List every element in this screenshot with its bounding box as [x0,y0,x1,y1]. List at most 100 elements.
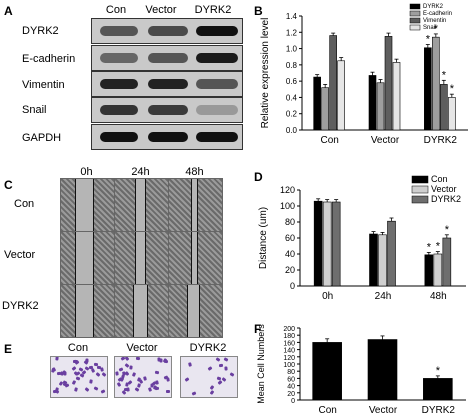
y-tick-label: 20 [287,391,295,398]
cell-dot [74,360,80,365]
bar [376,82,385,131]
y-tick-label: 0.6 [286,77,298,86]
cell-dot [71,380,77,385]
legend-swatch [409,17,421,24]
wound-row-label: Vector [4,249,36,261]
significance-marker: * [426,34,431,46]
legend-label: DYRK2 [423,4,444,10]
wound-image [60,231,115,285]
blot-strip [91,18,243,44]
cell-dot [218,363,224,368]
wound-image [114,284,169,338]
panel-label-c: C [4,178,13,192]
blot-row-label: DYRK2 [22,25,59,37]
wound-column-label: 0h [80,166,93,178]
cell-dot [96,365,102,370]
bar [322,201,332,287]
cell-dot [209,390,215,395]
cell-dot [129,365,133,370]
bar [329,35,337,131]
x-category-label: DYRK2 [424,135,458,146]
x-category-label: DYRK2 [422,405,456,415]
y-tick-label: 120 [280,185,295,195]
cell-dot [100,389,106,394]
blot-band [148,53,188,63]
bar [312,342,342,401]
x-category-label: Con [320,135,338,146]
blot-row-label: Vimentin [22,79,65,91]
legend-swatch [409,10,421,17]
x-category-label: 0h [322,291,333,302]
cell-dot [64,383,70,388]
y-tick-label: 40 [285,249,295,259]
cell-dot [84,387,90,392]
bar [337,60,345,131]
cell-dot [134,387,140,392]
legend-swatch [411,185,429,194]
y-tick-label: 40 [287,384,295,391]
cell-dot [116,382,122,387]
panel-label-f: F [254,322,262,336]
cell-dot [93,386,99,391]
cell-dot [229,372,235,377]
significance-marker: * [434,23,439,35]
cell-dot [89,379,93,384]
cell-dot [95,372,101,377]
wound-image [168,231,223,285]
bar [384,36,393,131]
blot-band [148,132,188,142]
cell-dot [166,377,170,382]
bar [313,76,321,131]
bar [448,97,456,131]
cell-dot [119,377,125,382]
cell-dot [88,365,94,370]
significance-marker: * [445,224,450,236]
bar [331,201,341,287]
panel-label-b: B [254,4,263,18]
cell-dot [209,385,215,390]
legend-label: Vector [431,184,457,194]
significance-marker: * [442,69,447,81]
legend-label: E-cadherin [423,11,452,17]
blot-row-label: E-cadherin [22,53,76,65]
cell-dot [188,362,192,367]
y-tick-label: 0.0 [286,126,298,135]
wound-image [168,178,223,232]
cell-dot [155,380,159,385]
transwell-column-label: DYRK2 [189,342,227,354]
panel-label-d: D [254,170,263,184]
cell-dot [127,380,133,385]
blot-strip [91,45,243,71]
cell-dot [184,377,190,382]
x-category-label: 24h [375,291,392,302]
blot-strip [91,124,243,150]
cell-dot [143,376,147,381]
y-tick-label: 140 [283,348,295,355]
blot-band [100,105,138,115]
bar [378,234,387,287]
y-tick-label: 20 [285,265,295,275]
x-category-label: Vector [369,405,398,415]
wound-image [114,178,169,232]
y-tick-label: 0.8 [286,61,298,70]
cell-dot [131,372,137,377]
blot-strip [91,71,243,97]
blot-band [196,26,238,36]
significance-marker: * [436,365,441,377]
y-tick-label: 180 [283,333,295,340]
bar [424,254,434,287]
bar [423,378,453,401]
bar [367,339,398,401]
significance-marker: * [436,241,441,253]
legend-swatch [409,3,421,10]
wound-image [60,284,115,338]
y-tick-label: 120 [283,355,295,362]
cell-dot [165,389,171,394]
blot-band [100,53,138,63]
legend-swatch [411,195,429,204]
y-tick-label: 100 [280,201,295,211]
legend-label: Con [431,174,448,184]
cell-dot [217,380,223,385]
cell-dot [115,371,119,376]
